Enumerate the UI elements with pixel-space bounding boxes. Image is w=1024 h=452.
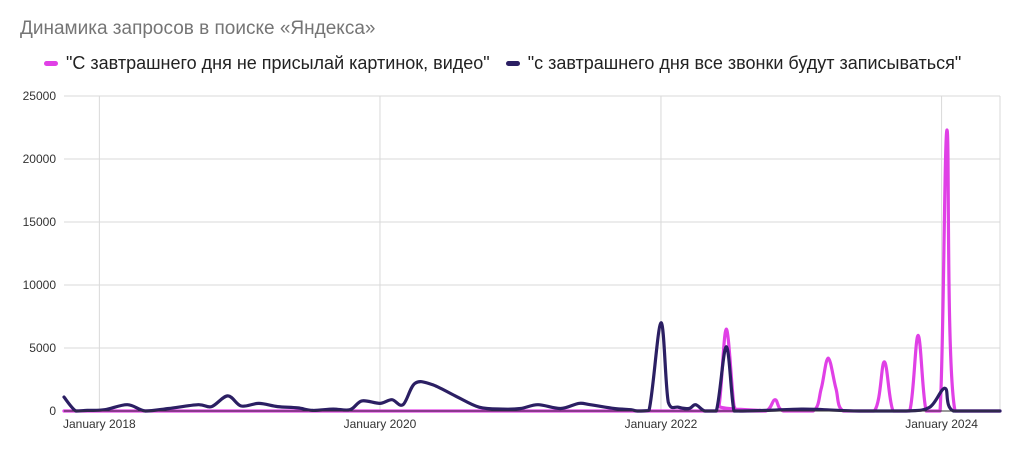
legend-item-series-2[interactable]: "с завтрашнего дня все звонки будут запи… bbox=[505, 53, 962, 74]
y-tick-label: 0 bbox=[49, 404, 56, 418]
series-line-1 bbox=[62, 128, 1002, 413]
legend-item-series-1[interactable]: "С завтрашнего дня не присылай картинок,… bbox=[44, 53, 490, 74]
series-lines bbox=[62, 128, 1002, 413]
legend-label-series-1: "С завтрашнего дня не присылай картинок,… bbox=[66, 53, 490, 73]
axes: 0 5000 10000 15000 20000 25000 January 2018 Jan… bbox=[23, 89, 1000, 431]
y-tick-label: 5000 bbox=[29, 341, 56, 355]
y-tick-label: 20000 bbox=[23, 152, 57, 166]
legend-label-series-2: "с завтрашнего дня все звонки будут запи… bbox=[527, 53, 962, 73]
x-tick-label: January 2024 bbox=[905, 417, 978, 431]
legend: "С завтрашнего дня не присылай картинок,… bbox=[44, 53, 977, 74]
x-tick-label: January 2018 bbox=[63, 417, 136, 431]
y-tick-label: 25000 bbox=[23, 89, 57, 103]
grid bbox=[64, 95, 1001, 412]
legend-swatch-series-2 bbox=[505, 61, 520, 66]
series-line-2 bbox=[62, 321, 1002, 413]
y-tick-label: 10000 bbox=[23, 278, 57, 292]
y-tick-label: 15000 bbox=[23, 215, 57, 229]
x-tick-label: January 2020 bbox=[344, 417, 417, 431]
x-tick-label: January 2022 bbox=[625, 417, 698, 431]
chart-title: Динамика запросов в поиске «Яндекса» bbox=[20, 18, 376, 39]
legend-swatch-series-1 bbox=[44, 61, 58, 66]
